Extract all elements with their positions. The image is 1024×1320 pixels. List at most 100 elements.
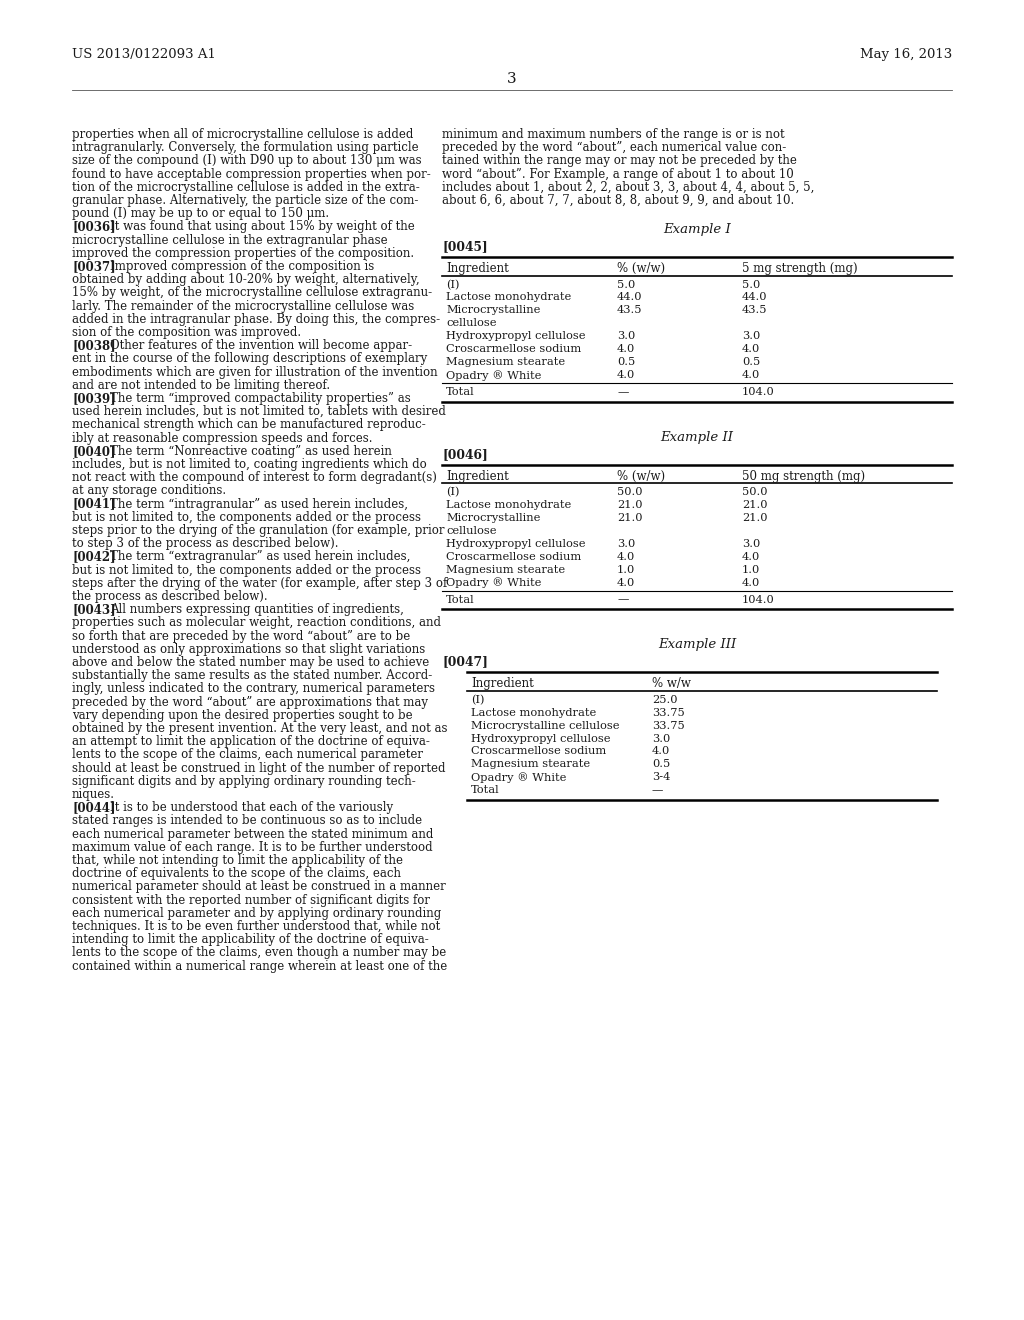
- Text: 4.0: 4.0: [617, 370, 635, 380]
- Text: larly. The remainder of the microcrystalline cellulose was: larly. The remainder of the microcrystal…: [72, 300, 415, 313]
- Text: 44.0: 44.0: [617, 293, 642, 302]
- Text: [0038]: [0038]: [72, 339, 116, 352]
- Text: 50.0: 50.0: [742, 487, 768, 498]
- Text: consistent with the reported number of significant digits for: consistent with the reported number of s…: [72, 894, 430, 907]
- Text: Lactose monohydrate: Lactose monohydrate: [446, 500, 571, 510]
- Text: 0.5: 0.5: [617, 358, 635, 367]
- Text: includes, but is not limited to, coating ingredients which do: includes, but is not limited to, coating…: [72, 458, 427, 471]
- Text: Total: Total: [446, 594, 475, 605]
- Text: improved the compression properties of the composition.: improved the compression properties of t…: [72, 247, 414, 260]
- Text: [0047]: [0047]: [442, 655, 487, 668]
- Text: Croscarmellose sodium: Croscarmellose sodium: [446, 552, 582, 562]
- Text: microcrystalline cellulose in the extragranular phase: microcrystalline cellulose in the extrag…: [72, 234, 388, 247]
- Text: embodiments which are given for illustration of the invention: embodiments which are given for illustra…: [72, 366, 437, 379]
- Text: doctrine of equivalents to the scope of the claims, each: doctrine of equivalents to the scope of …: [72, 867, 401, 880]
- Text: 0.5: 0.5: [652, 759, 671, 770]
- Text: niques.: niques.: [72, 788, 115, 801]
- Text: (I): (I): [446, 487, 460, 498]
- Text: 4.0: 4.0: [617, 345, 635, 354]
- Text: 4.0: 4.0: [652, 746, 671, 756]
- Text: [0045]: [0045]: [442, 240, 487, 253]
- Text: 25.0: 25.0: [652, 694, 678, 705]
- Text: Ingredient: Ingredient: [471, 677, 534, 690]
- Text: 4.0: 4.0: [742, 552, 760, 562]
- Text: 15% by weight, of the microcrystalline cellulose extragranu-: 15% by weight, of the microcrystalline c…: [72, 286, 432, 300]
- Text: Magnesium stearate: Magnesium stearate: [446, 358, 565, 367]
- Text: 4.0: 4.0: [617, 552, 635, 562]
- Text: but is not limited to, the components added or the process: but is not limited to, the components ad…: [72, 511, 421, 524]
- Text: 4.0: 4.0: [742, 370, 760, 380]
- Text: 33.75: 33.75: [652, 721, 685, 730]
- Text: lents to the scope of the claims, each numerical parameter: lents to the scope of the claims, each n…: [72, 748, 423, 762]
- Text: Hydroxypropyl cellulose: Hydroxypropyl cellulose: [471, 734, 610, 743]
- Text: Example II: Example II: [660, 430, 733, 444]
- Text: pound (I) may be up to or equal to 150 μm.: pound (I) may be up to or equal to 150 μ…: [72, 207, 329, 220]
- Text: —: —: [652, 785, 664, 795]
- Text: 1.0: 1.0: [742, 565, 760, 574]
- Text: techniques. It is to be even further understood that, while not: techniques. It is to be even further und…: [72, 920, 440, 933]
- Text: tion of the microcrystalline cellulose is added in the extra-: tion of the microcrystalline cellulose i…: [72, 181, 420, 194]
- Text: to step 3 of the process as described below).: to step 3 of the process as described be…: [72, 537, 339, 550]
- Text: stated ranges is intended to be continuous so as to include: stated ranges is intended to be continuo…: [72, 814, 422, 828]
- Text: 3.0: 3.0: [617, 331, 635, 342]
- Text: 43.5: 43.5: [617, 305, 642, 315]
- Text: 4.0: 4.0: [617, 578, 635, 587]
- Text: The term “intragranular” as used herein includes,: The term “intragranular” as used herein …: [110, 498, 408, 511]
- Text: 3.0: 3.0: [742, 331, 760, 342]
- Text: Croscarmellose sodium: Croscarmellose sodium: [446, 345, 582, 354]
- Text: cellulose: cellulose: [446, 318, 497, 329]
- Text: Other features of the invention will become appar-: Other features of the invention will bec…: [110, 339, 412, 352]
- Text: Lactose monohydrate: Lactose monohydrate: [446, 293, 571, 302]
- Text: [0040]: [0040]: [72, 445, 116, 458]
- Text: but is not limited to, the components added or the process: but is not limited to, the components ad…: [72, 564, 421, 577]
- Text: [0039]: [0039]: [72, 392, 116, 405]
- Text: —: —: [617, 387, 629, 397]
- Text: granular phase. Alternatively, the particle size of the com-: granular phase. Alternatively, the parti…: [72, 194, 419, 207]
- Text: 0.5: 0.5: [742, 358, 760, 367]
- Text: vary depending upon the desired properties sought to be: vary depending upon the desired properti…: [72, 709, 413, 722]
- Text: It is to be understood that each of the variously: It is to be understood that each of the …: [110, 801, 393, 814]
- Text: 5 mg strength (mg): 5 mg strength (mg): [742, 263, 858, 276]
- Text: understood as only approximations so that slight variations: understood as only approximations so tha…: [72, 643, 425, 656]
- Text: 5.0: 5.0: [742, 280, 760, 289]
- Text: size of the compound (I) with D90 up to about 130 μm was: size of the compound (I) with D90 up to …: [72, 154, 422, 168]
- Text: 21.0: 21.0: [617, 500, 642, 510]
- Text: [0041]: [0041]: [72, 498, 116, 511]
- Text: obtained by adding about 10-20% by weight, alternatively,: obtained by adding about 10-20% by weigh…: [72, 273, 420, 286]
- Text: Opadry ® White: Opadry ® White: [471, 772, 566, 783]
- Text: Example I: Example I: [664, 223, 731, 236]
- Text: so forth that are preceded by the word “about” are to be: so forth that are preceded by the word “…: [72, 630, 411, 643]
- Text: 4.0: 4.0: [742, 578, 760, 587]
- Text: at any storage conditions.: at any storage conditions.: [72, 484, 226, 498]
- Text: word “about”. For Example, a range of about 1 to about 10: word “about”. For Example, a range of ab…: [442, 168, 794, 181]
- Text: [0044]: [0044]: [72, 801, 116, 814]
- Text: 21.0: 21.0: [742, 513, 768, 523]
- Text: Opadry ® White: Opadry ® White: [446, 370, 542, 381]
- Text: minimum and maximum numbers of the range is or is not: minimum and maximum numbers of the range…: [442, 128, 784, 141]
- Text: maximum value of each range. It is to be further understood: maximum value of each range. It is to be…: [72, 841, 432, 854]
- Text: (I): (I): [471, 694, 484, 705]
- Text: Example III: Example III: [657, 638, 736, 651]
- Text: Microcrystalline: Microcrystalline: [446, 305, 541, 315]
- Text: Opadry ® White: Opadry ® White: [446, 578, 542, 589]
- Text: 50.0: 50.0: [617, 487, 642, 498]
- Text: Total: Total: [471, 785, 500, 795]
- Text: (I): (I): [446, 280, 460, 290]
- Text: an attempt to limit the application of the doctrine of equiva-: an attempt to limit the application of t…: [72, 735, 430, 748]
- Text: above and below the stated number may be used to achieve: above and below the stated number may be…: [72, 656, 429, 669]
- Text: Improved compression of the composition is: Improved compression of the composition …: [110, 260, 374, 273]
- Text: 3.0: 3.0: [742, 539, 760, 549]
- Text: ent in the course of the following descriptions of exemplary: ent in the course of the following descr…: [72, 352, 427, 366]
- Text: Magnesium stearate: Magnesium stearate: [471, 759, 590, 770]
- Text: mechanical strength which can be manufactured reproduc-: mechanical strength which can be manufac…: [72, 418, 426, 432]
- Text: Croscarmellose sodium: Croscarmellose sodium: [471, 746, 606, 756]
- Text: 44.0: 44.0: [742, 293, 768, 302]
- Text: Microcrystalline cellulose: Microcrystalline cellulose: [471, 721, 620, 730]
- Text: the process as described below).: the process as described below).: [72, 590, 267, 603]
- Text: that, while not intending to limit the applicability of the: that, while not intending to limit the a…: [72, 854, 403, 867]
- Text: obtained by the present invention. At the very least, and not as: obtained by the present invention. At th…: [72, 722, 447, 735]
- Text: Magnesium stearate: Magnesium stearate: [446, 565, 565, 574]
- Text: 3: 3: [507, 73, 517, 86]
- Text: sion of the composition was improved.: sion of the composition was improved.: [72, 326, 301, 339]
- Text: [0037]: [0037]: [72, 260, 116, 273]
